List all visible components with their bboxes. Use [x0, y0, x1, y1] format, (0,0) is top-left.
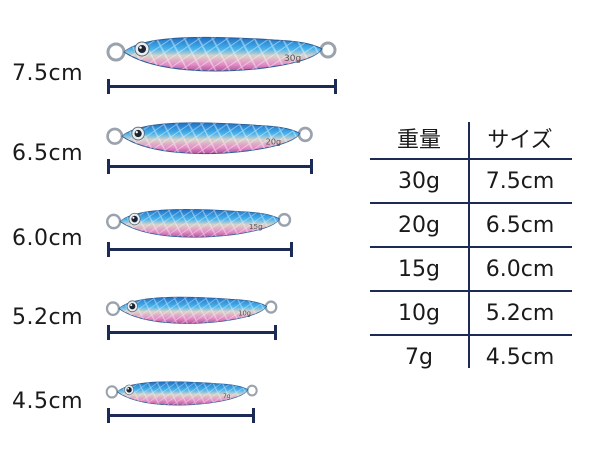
svg-text:10g: 10g [238, 310, 251, 318]
header-weight: 重量 [396, 128, 441, 153]
length-ruler [107, 408, 255, 423]
cell-size: 4.5cm [485, 344, 555, 370]
cell-weight: 15g [398, 256, 440, 282]
table-row: 30g 7.5cm [370, 160, 572, 204]
cell-weight: 20g [398, 212, 440, 238]
size-label: 7.5cm [12, 61, 84, 86]
table-row: 20g 6.5cm [370, 204, 572, 248]
length-ruler [107, 159, 313, 174]
length-ruler [107, 242, 293, 257]
size-label: 4.5cm [12, 389, 84, 414]
svg-text:30g: 30g [284, 54, 301, 64]
cell-size: 6.0cm [485, 256, 555, 282]
cell-size: 5.2cm [485, 300, 555, 326]
lure-image: 30g [106, 35, 337, 73]
table-row: 10g 5.2cm [370, 292, 572, 336]
cell-weight: 7g [405, 344, 433, 370]
svg-text:7g: 7g [223, 393, 231, 400]
lure-image: 20g [106, 121, 313, 155]
header-size: サイズ [487, 128, 553, 153]
spec-table: 重量 サイズ 30g 7.5cm 20g 6.5cm 15g 6.0cm 10g… [370, 118, 572, 378]
lure-image: 15g [105, 208, 292, 239]
table-row: 7g 4.5cm [370, 336, 572, 378]
length-ruler [107, 79, 337, 94]
cell-weight: 30g [398, 168, 440, 194]
cell-size: 7.5cm [485, 168, 555, 194]
lure-image: 10g [105, 295, 278, 325]
length-ruler [107, 325, 277, 340]
cell-size: 6.5cm [485, 212, 555, 238]
table-divider [468, 122, 470, 368]
svg-text:15g: 15g [249, 222, 263, 231]
table-header-row: 重量 サイズ [370, 118, 572, 160]
table-row: 15g 6.0cm [370, 248, 572, 292]
size-label: 6.0cm [12, 226, 84, 251]
size-label: 6.5cm [12, 141, 84, 166]
size-label: 5.2cm [12, 305, 84, 330]
cell-weight: 10g [398, 300, 440, 326]
svg-text:20g: 20g [266, 136, 281, 146]
lure-image: 7g [105, 380, 258, 407]
